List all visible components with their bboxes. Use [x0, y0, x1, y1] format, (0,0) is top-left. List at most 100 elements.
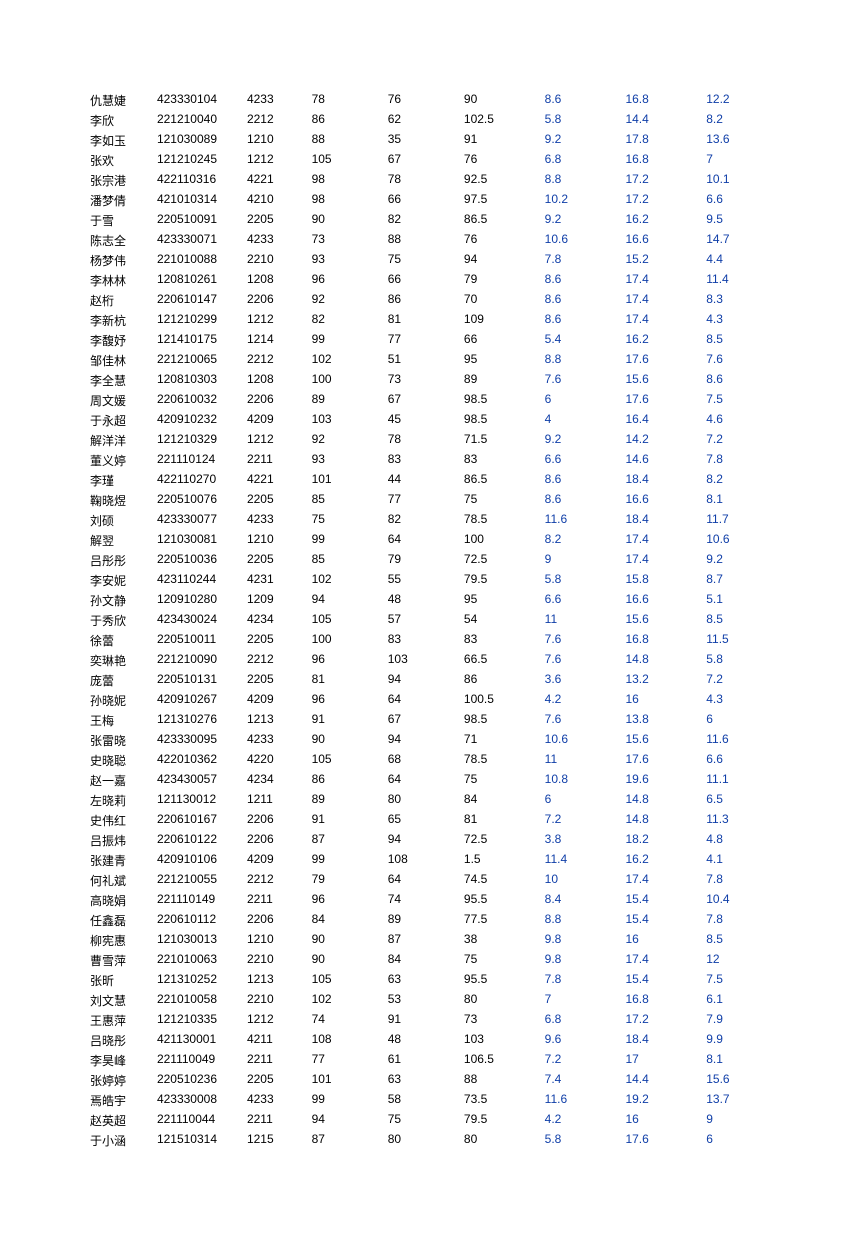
table-cell: 16 [623, 930, 704, 950]
table-row: 解洋洋1212103291212927871.59.214.27.2 [88, 430, 762, 450]
table-cell: 86 [310, 110, 386, 130]
table-row: 奕琳艳22121009022129610366.57.614.85.8 [88, 650, 762, 670]
table-cell: 陈志全 [88, 230, 155, 250]
table-cell: 53 [386, 990, 462, 1010]
table-row: 于雪2205100912205908286.59.216.29.5 [88, 210, 762, 230]
table-cell: 423110244 [155, 570, 245, 590]
table-cell: 220610122 [155, 830, 245, 850]
table-cell: 李安妮 [88, 570, 155, 590]
table-cell: 史晓聪 [88, 750, 155, 770]
table-cell: 67 [386, 390, 462, 410]
table-cell: 李新杭 [88, 310, 155, 330]
table-cell: 420910106 [155, 850, 245, 870]
table-cell: 17.4 [623, 530, 704, 550]
table-row: 张建青4209101064209991081.511.416.24.1 [88, 850, 762, 870]
table-cell: 51 [386, 350, 462, 370]
table-row: 李安妮42311024442311025579.55.815.88.7 [88, 570, 762, 590]
table-cell: 64 [386, 530, 462, 550]
table-cell: 102 [310, 570, 386, 590]
table-cell: 张宗港 [88, 170, 155, 190]
table-cell: 67 [386, 710, 462, 730]
table-cell: 8.7 [704, 570, 762, 590]
table-cell: 75 [386, 1110, 462, 1130]
table-cell: 72.5 [462, 550, 543, 570]
table-cell: 1213 [245, 970, 310, 990]
table-cell: 6.8 [543, 150, 624, 170]
table-cell: 2212 [245, 870, 310, 890]
table-cell: 38 [462, 930, 543, 950]
table-cell: 48 [386, 590, 462, 610]
table-cell: 15.6 [623, 370, 704, 390]
table-row: 张婷婷220510236220510163887.414.415.6 [88, 1070, 762, 1090]
table-cell: 杨梦伟 [88, 250, 155, 270]
table-row: 赵英超2211100442211947579.54.2169 [88, 1110, 762, 1130]
table-cell: 4.3 [704, 310, 762, 330]
table-cell: 4233 [245, 230, 310, 250]
table-row: 董义婷22111012422119383836.614.67.8 [88, 450, 762, 470]
table-row: 何礼斌2212100552212796474.51017.47.8 [88, 870, 762, 890]
table-cell: 15.2 [623, 250, 704, 270]
table-cell: 90 [310, 950, 386, 970]
table-cell: 423330095 [155, 730, 245, 750]
table-cell: 105 [310, 750, 386, 770]
table-cell: 17.4 [623, 870, 704, 890]
table-cell: 7.6 [543, 650, 624, 670]
table-cell: 80 [386, 1130, 462, 1150]
table-cell: 71 [462, 730, 543, 750]
table-cell: 刘文慧 [88, 990, 155, 1010]
table-cell: 于雪 [88, 210, 155, 230]
table-cell: 93 [310, 450, 386, 470]
table-cell: 2210 [245, 990, 310, 1010]
table-cell: 6 [543, 390, 624, 410]
table-row: 史伟红22061016722069165817.214.811.3 [88, 810, 762, 830]
table-row: 庞蕾22051013122058194863.613.27.2 [88, 670, 762, 690]
table-cell: 221210055 [155, 870, 245, 890]
table-cell: 90 [462, 90, 543, 110]
table-cell: 7.2 [543, 810, 624, 830]
table-cell: 周文媛 [88, 390, 155, 410]
table-cell: 220510236 [155, 1070, 245, 1090]
table-cell: 67 [386, 150, 462, 170]
table-row: 王惠萍12121033512127491736.817.27.9 [88, 1010, 762, 1030]
table-cell: 98.5 [462, 410, 543, 430]
table-cell: 8.6 [543, 270, 624, 290]
table-cell: 2206 [245, 290, 310, 310]
table-cell: 4.4 [704, 250, 762, 270]
table-cell: 97.5 [462, 190, 543, 210]
table-cell: 赵英超 [88, 1110, 155, 1130]
table-cell: 7.5 [704, 970, 762, 990]
table-cell: 91 [310, 810, 386, 830]
table-row: 李馥妤12141017512149977665.416.28.5 [88, 330, 762, 350]
table-cell: 8.1 [704, 490, 762, 510]
table-cell: 73 [462, 1010, 543, 1030]
table-cell: 121410175 [155, 330, 245, 350]
table-cell: 16.2 [623, 850, 704, 870]
table-cell: 焉皓宇 [88, 1090, 155, 1110]
table-cell: 102 [310, 350, 386, 370]
table-row: 周文媛2206100322206896798.5617.67.5 [88, 390, 762, 410]
table-cell: 4209 [245, 690, 310, 710]
table-cell: 16.2 [623, 330, 704, 350]
table-cell: 98.5 [462, 390, 543, 410]
table-cell: 9.5 [704, 210, 762, 230]
table-cell: 9.2 [543, 210, 624, 230]
table-cell: 9.9 [704, 1030, 762, 1050]
table-cell: 董义婷 [88, 450, 155, 470]
table-cell: 103 [386, 650, 462, 670]
table-cell: 100 [310, 630, 386, 650]
table-cell: 94 [310, 1110, 386, 1130]
table-cell: 91 [386, 1010, 462, 1030]
table-cell: 83 [386, 630, 462, 650]
table-cell: 2206 [245, 830, 310, 850]
table-cell: 16.8 [623, 990, 704, 1010]
table-cell: 14.7 [704, 230, 762, 250]
table-cell: 221010088 [155, 250, 245, 270]
table-cell: 11.4 [704, 270, 762, 290]
table-cell: 1213 [245, 710, 310, 730]
table-cell: 420910267 [155, 690, 245, 710]
table-cell: 16.8 [623, 150, 704, 170]
table-cell: 95 [462, 590, 543, 610]
table-cell: 90 [310, 930, 386, 950]
table-cell: 赵桁 [88, 290, 155, 310]
table-cell: 解翌 [88, 530, 155, 550]
